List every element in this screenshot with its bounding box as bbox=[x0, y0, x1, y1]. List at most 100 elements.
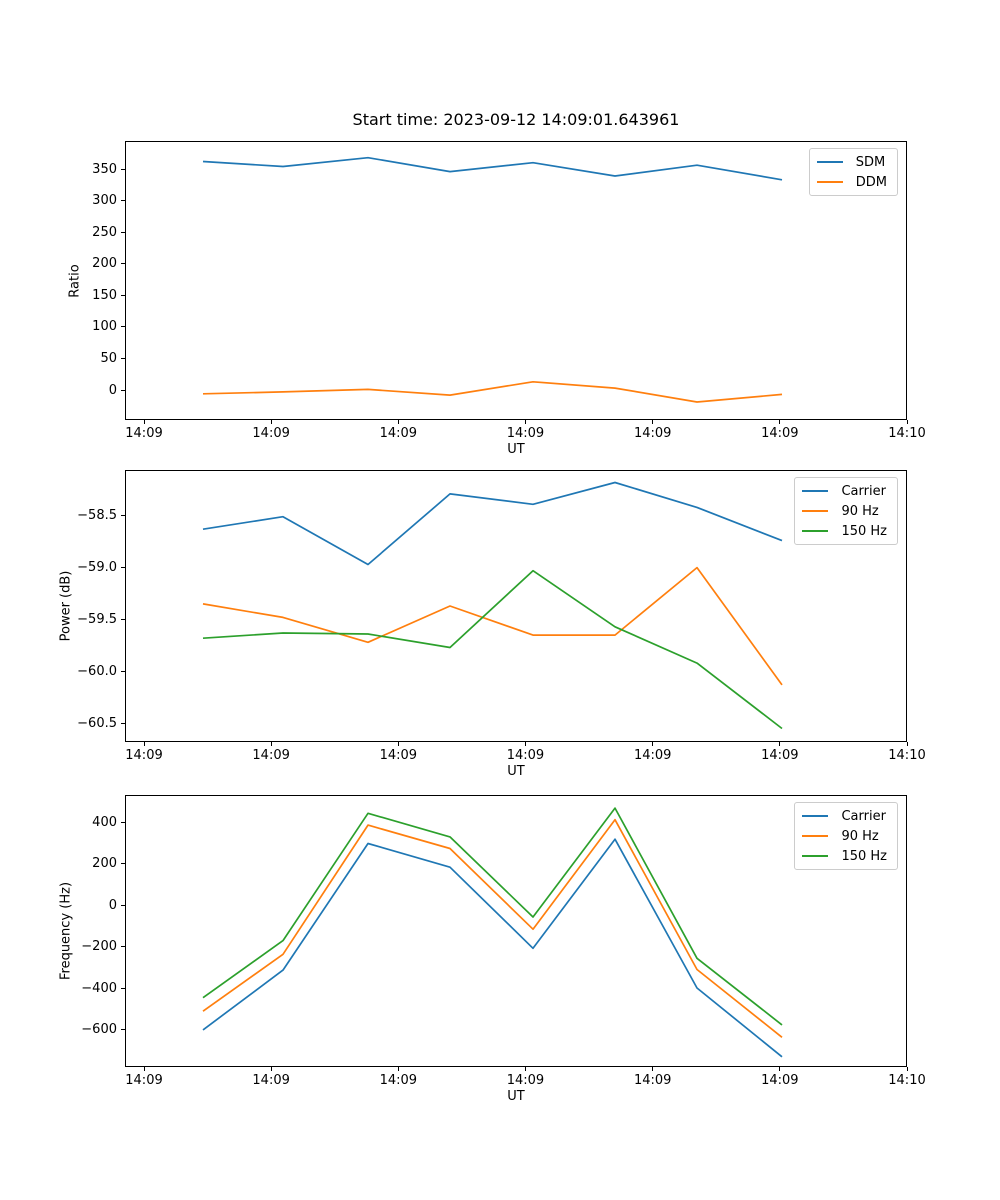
x-tick-label: 14:10 bbox=[888, 748, 926, 763]
y-tick-label: −200 bbox=[81, 939, 117, 955]
x-tick-mark bbox=[779, 742, 781, 746]
y-tick-mark bbox=[121, 389, 125, 391]
frequency-axes-frame bbox=[125, 795, 907, 1067]
y-tick-label: −58.5 bbox=[77, 508, 117, 524]
legend-line-sample bbox=[816, 181, 843, 183]
y-tick-label: 250 bbox=[92, 224, 117, 240]
y-tick-mark bbox=[121, 200, 125, 202]
ratio-axes-frame bbox=[125, 141, 907, 420]
legend-item-label: 150 Hz bbox=[841, 848, 887, 864]
x-tick-mark bbox=[779, 1067, 781, 1071]
x-tick-mark bbox=[397, 742, 399, 746]
series-line-150-hz bbox=[202, 569, 783, 730]
legend-item-carrier: Carrier bbox=[802, 808, 887, 824]
legend-line-sample bbox=[802, 490, 829, 492]
x-tick-mark bbox=[906, 1067, 908, 1071]
legend-item-carrier: Carrier bbox=[802, 483, 887, 499]
x-tick-label: 14:09 bbox=[379, 748, 418, 763]
x-tick-label: 14:10 bbox=[888, 426, 926, 441]
y-tick-label: 100 bbox=[92, 319, 117, 335]
y-tick-label: 200 bbox=[92, 856, 117, 872]
legend-line-sample bbox=[802, 510, 829, 512]
power-plot-lines bbox=[202, 481, 783, 730]
x-tick-label: 14:09 bbox=[633, 1073, 672, 1088]
y-tick-mark bbox=[121, 722, 125, 724]
x-tick-mark bbox=[143, 420, 145, 424]
x-tick-label: 14:09 bbox=[125, 748, 163, 763]
y-tick-label: 200 bbox=[92, 256, 117, 272]
x-tick-label: 14:09 bbox=[379, 1073, 418, 1088]
y-tick-mark bbox=[121, 618, 125, 620]
x-tick-mark bbox=[524, 420, 526, 424]
y-tick-mark bbox=[121, 863, 125, 865]
series-line-carrier bbox=[202, 481, 783, 566]
y-tick-mark bbox=[121, 946, 125, 948]
legend-item-90-hz: 90 Hz bbox=[802, 828, 887, 844]
x-tick-label: 14:09 bbox=[252, 748, 290, 763]
x-tick-label: 14:09 bbox=[506, 426, 545, 441]
y-tick-mark bbox=[121, 987, 125, 989]
x-tick-label: 14:09 bbox=[633, 748, 672, 763]
x-tick-label: 14:09 bbox=[761, 1073, 799, 1088]
x-tick-mark bbox=[779, 420, 781, 424]
ratio-x-axis-label: UT bbox=[507, 442, 525, 457]
legend-item-label: SDM bbox=[855, 154, 886, 170]
y-tick-mark bbox=[121, 567, 125, 569]
y-tick-label: 350 bbox=[92, 161, 117, 177]
x-tick-mark bbox=[652, 420, 654, 424]
x-tick-mark bbox=[906, 742, 908, 746]
x-tick-label: 14:09 bbox=[506, 748, 545, 763]
x-tick-label: 14:09 bbox=[252, 1073, 290, 1088]
y-tick-mark bbox=[121, 821, 125, 823]
frequency-legend: Carrier 90 Hz 150 Hz bbox=[794, 802, 898, 870]
y-tick-mark bbox=[121, 263, 125, 265]
y-tick-mark bbox=[121, 515, 125, 517]
legend-item-label: 150 Hz bbox=[841, 523, 887, 539]
x-tick-mark bbox=[143, 742, 145, 746]
legend-item-label: DDM bbox=[855, 174, 887, 190]
legend-line-sample bbox=[816, 161, 843, 163]
legend-line-sample bbox=[802, 855, 829, 857]
y-tick-label: −400 bbox=[81, 980, 117, 996]
y-tick-label: −59.5 bbox=[77, 611, 117, 627]
legend-item-label: Carrier bbox=[841, 808, 886, 824]
ratio-legend: SDM DDM bbox=[808, 148, 898, 196]
y-tick-label: 50 bbox=[100, 350, 117, 366]
legend-line-sample bbox=[802, 815, 829, 817]
series-line-carrier bbox=[202, 838, 783, 1058]
x-tick-label: 14:09 bbox=[506, 1073, 545, 1088]
x-tick-label: 14:09 bbox=[125, 426, 163, 441]
series-line-90-hz bbox=[202, 566, 783, 686]
x-tick-label: 14:09 bbox=[379, 426, 418, 441]
frequency-x-axis-label: UT bbox=[507, 1089, 525, 1104]
x-tick-mark bbox=[524, 742, 526, 746]
y-tick-mark bbox=[121, 231, 125, 233]
x-tick-mark bbox=[652, 1067, 654, 1071]
figure-title: Start time: 2023-09-12 14:09:01.643961 bbox=[352, 110, 680, 129]
x-tick-label: 14:09 bbox=[761, 748, 799, 763]
y-tick-label: 400 bbox=[92, 814, 117, 830]
y-tick-label: 150 bbox=[92, 287, 117, 303]
x-tick-mark bbox=[143, 1067, 145, 1071]
x-tick-mark bbox=[397, 420, 399, 424]
legend-item-label: 90 Hz bbox=[841, 828, 879, 844]
legend-item-150-hz: 150 Hz bbox=[802, 848, 887, 864]
x-tick-label: 14:09 bbox=[125, 1073, 163, 1088]
x-tick-mark bbox=[524, 1067, 526, 1071]
legend-item-150-hz: 150 Hz bbox=[802, 523, 887, 539]
frequency-plot-lines bbox=[202, 807, 783, 1058]
legend-line-sample bbox=[802, 835, 829, 837]
y-tick-label: −60.0 bbox=[77, 663, 117, 679]
y-tick-mark bbox=[121, 357, 125, 359]
y-tick-mark bbox=[121, 670, 125, 672]
x-tick-mark bbox=[270, 1067, 272, 1071]
x-tick-label: 14:09 bbox=[252, 426, 290, 441]
ratio-plot-lines bbox=[202, 156, 783, 403]
legend-item-ddm: DDM bbox=[816, 174, 887, 190]
y-tick-label: −600 bbox=[81, 1022, 117, 1038]
y-tick-mark bbox=[121, 904, 125, 906]
x-tick-mark bbox=[906, 420, 908, 424]
series-line-150-hz bbox=[202, 807, 783, 1026]
y-tick-label: 0 bbox=[108, 897, 117, 913]
